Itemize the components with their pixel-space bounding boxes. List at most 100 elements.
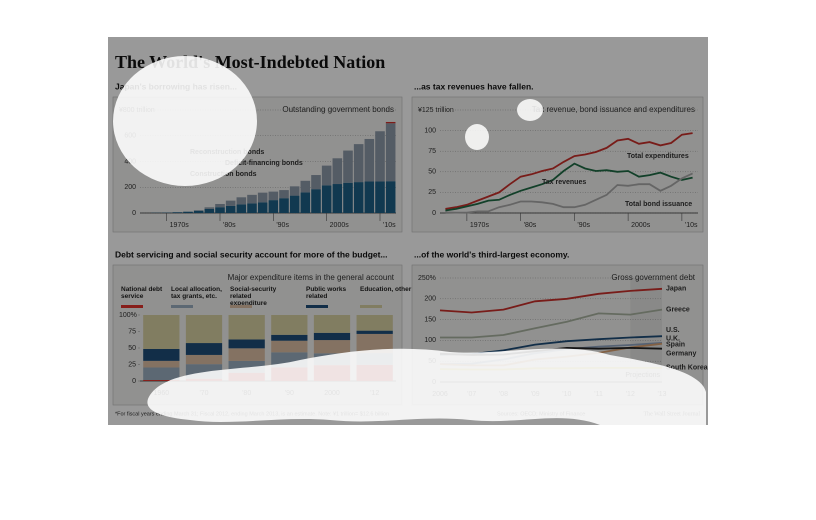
bar-segment [247,203,257,213]
bar-segment [271,340,308,353]
bar-segment [183,211,193,213]
bar-segment [268,191,279,201]
bar-segment [228,315,265,340]
x-tick-label: '80s [223,222,236,229]
y-tick-label: 200 [124,184,136,191]
y-tick-label: 75 [128,328,136,335]
legend-swatch [360,305,382,308]
x-tick-label: '90 [285,390,294,397]
y-tick-label: 50 [428,358,436,365]
bar-segment [356,364,393,381]
bar-segment [321,165,332,186]
y-tick-label: 25 [128,361,136,368]
x-tick-label: 2006 [432,391,448,398]
y-tick-label: 25 [428,189,436,196]
bar-segment [143,360,180,368]
bar-segment [185,364,223,379]
bar-segment [343,182,353,213]
line [445,132,693,210]
bar-segment [385,123,396,182]
bar-segment [356,315,393,331]
line [445,162,693,212]
bar-segment [268,200,279,213]
source: Sources: OECD; Ministry of Finance [497,411,585,417]
legend-swatch [306,305,328,308]
bar-segment [185,354,223,365]
legend-label: Public works related [306,286,347,300]
annotation: Projections [625,372,660,379]
y-tick-label: 100 [424,127,436,134]
bar-segment [343,150,353,183]
bar-segment [271,367,308,381]
series-label: Tax revenues [542,179,586,186]
bar-segment [185,378,223,381]
main-title: The World's Most-Indebted Nation [115,52,385,72]
series-label: Greece [666,306,690,313]
y-tick-label: 400 [124,158,136,165]
bar-segment [204,208,215,213]
chart-subtitle: Major expenditure items in the general a… [228,273,395,282]
x-tick-label: '08 [499,391,508,398]
bar-segment [143,367,180,381]
bar-segment [313,332,351,341]
series-label: Total expenditures [627,153,689,160]
bar-segment [225,200,236,206]
bar-segment [185,343,223,355]
x-tick-label: '90s [577,222,590,229]
bar-segment [225,205,236,213]
bar-segment [257,202,268,213]
y-tick-label: 0 [432,210,436,217]
bar-segment [311,189,321,213]
bar-segment [271,352,308,368]
x-tick-label: '10s [685,222,698,229]
bar-segment [172,212,183,213]
legend-swatch [121,305,143,308]
footnote: *For fiscal years ending March 31; Fisca… [115,411,389,417]
series-label: Reconstruction bonds [190,149,264,156]
x-tick-label: '13 [657,391,666,398]
chart-subtitle: Gross government debt [611,273,695,282]
series-label: Construction bonds [190,171,257,178]
bar-segment [236,197,247,205]
bar-segment [215,207,225,213]
legend-label: Local allocation, tax grants, etc. [171,286,222,300]
bar-segment [228,339,265,349]
credit: The Wall Street Journal [643,411,700,417]
chart-title: Debt servicing and social security accou… [115,249,388,259]
bar-segment [311,175,321,190]
x-tick-label: '70 [199,390,208,397]
y-tick-label: 100% [119,312,137,319]
x-tick-label: '12 [370,390,379,397]
bar-segment [236,204,247,213]
bar-segment [143,348,180,361]
bar-segment [228,360,265,373]
legend-swatch [230,305,252,308]
x-tick-label: '10 [562,391,571,398]
bar-segment [353,144,364,183]
bar-segment [313,353,351,366]
bar-segment [143,380,180,381]
y-tick-label: 0 [132,378,136,385]
bar-segment [332,184,343,213]
panel [411,96,704,233]
chart-subtitle: Tax revenue, bond issuance and expenditu… [532,105,695,114]
x-tick-label: '80s [524,222,537,229]
series-label: U.K. [666,336,680,343]
legend-swatch [171,305,193,308]
bar-segment [300,192,311,213]
y-tick-label: 100 [424,337,436,344]
bar-segment [385,181,396,213]
y-tick-label: ¥125 trillion [418,107,454,114]
bar-segment [385,121,396,124]
bar-segment [313,365,351,381]
line [439,287,663,314]
projection-shade [630,278,662,382]
x-tick-label: '80 [242,390,251,397]
bar-segment [271,315,308,335]
bar-segment [228,348,265,361]
bar-segment [321,185,332,213]
bar-segment [247,194,257,204]
series-label: Total bond issuance [625,201,692,208]
